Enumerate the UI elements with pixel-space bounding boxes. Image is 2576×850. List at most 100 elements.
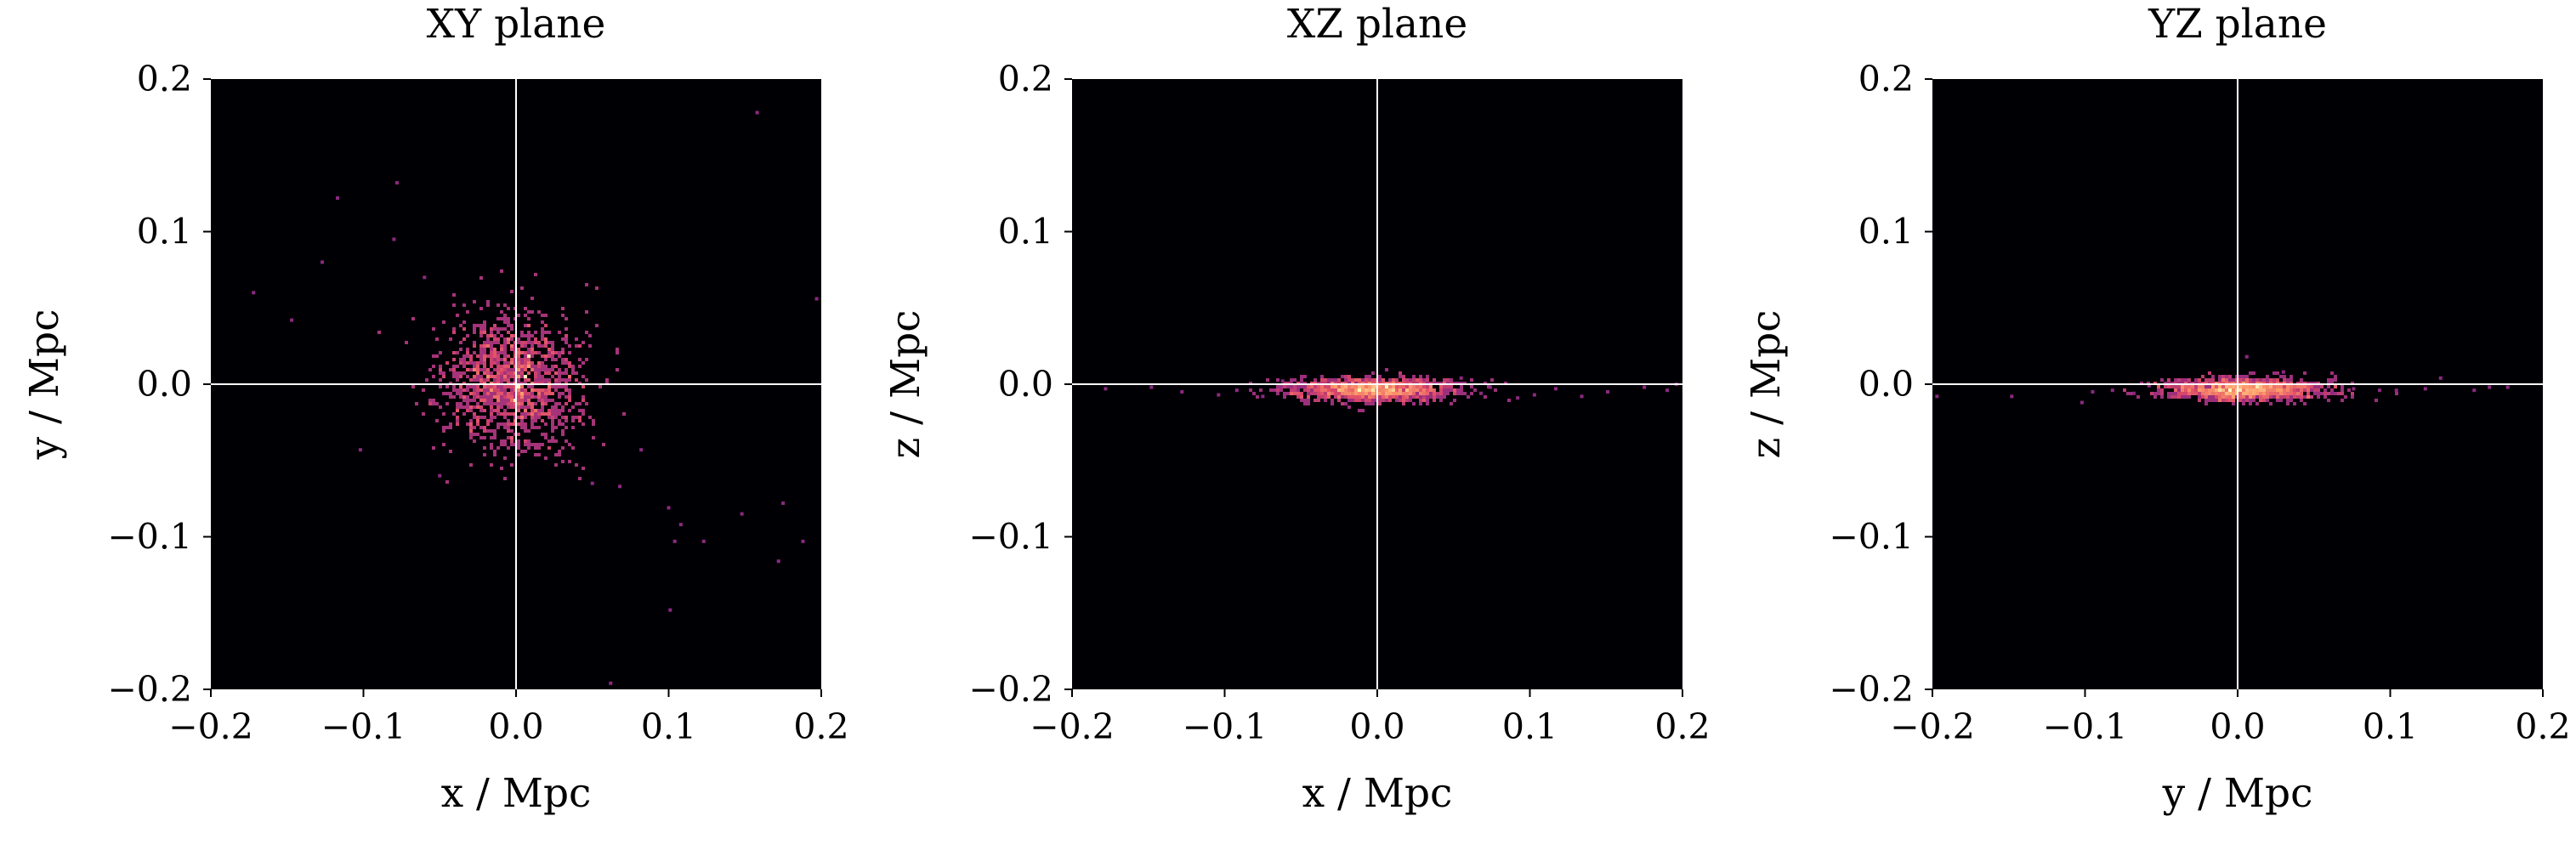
density-bin (554, 388, 558, 392)
density-bin (1334, 392, 1337, 395)
density-bin (473, 416, 476, 419)
density-bin (507, 307, 510, 310)
density-bin (462, 399, 466, 402)
density-bin (537, 446, 541, 450)
density-bin (1344, 375, 1348, 378)
density-bin (2320, 392, 2324, 395)
density-bin (534, 351, 537, 354)
density-bin (510, 324, 513, 327)
density-bin (377, 331, 381, 334)
density-bin (2204, 395, 2208, 399)
density-bin (449, 392, 452, 395)
density-bin (469, 436, 473, 439)
density-bin (496, 358, 500, 361)
density-bin (1422, 395, 1426, 399)
density-bin (2221, 385, 2225, 388)
density-bin (541, 314, 544, 317)
density-bin (1324, 399, 1327, 402)
density-bin (1365, 378, 1368, 382)
density-bin (1334, 378, 1337, 382)
density-bin (1331, 388, 1334, 392)
density-bin (1300, 399, 1303, 402)
outlier-point (1580, 394, 1584, 399)
density-bin (2306, 395, 2310, 399)
density-bin (473, 300, 476, 303)
density-bin (1426, 402, 1429, 405)
density-bin (537, 375, 541, 378)
density-bin (1385, 388, 1388, 392)
outlier-point (1104, 387, 1108, 391)
density-bin (1392, 385, 1395, 388)
density-bin (1402, 375, 1405, 378)
density-bin (490, 402, 493, 405)
density-bin (2303, 395, 2306, 399)
density-bin (520, 361, 524, 365)
density-bin (507, 392, 510, 395)
density-bin (496, 402, 500, 405)
x-tick-label: 0.0 (1349, 706, 1404, 747)
density-bin (1351, 388, 1354, 392)
density-bin (520, 388, 524, 392)
density-bin (476, 422, 479, 426)
density-bin (493, 368, 496, 371)
density-bin (520, 416, 524, 419)
density-bin (483, 453, 486, 456)
density-bin (582, 422, 585, 426)
density-bin (2167, 378, 2170, 382)
density-bin (2225, 378, 2228, 382)
density-bin (561, 314, 565, 317)
density-bin (2198, 388, 2201, 392)
density-bin (445, 392, 449, 395)
density-bin (534, 378, 537, 382)
density-bin (575, 416, 578, 419)
density-bin (479, 375, 483, 378)
density-bin (541, 392, 544, 395)
density-bin (1395, 392, 1399, 395)
density-bin (1460, 392, 1463, 395)
density-bin (541, 327, 544, 331)
density-bin (483, 399, 486, 402)
density-bin (1399, 385, 1402, 388)
density-bin (510, 290, 513, 293)
density-bin (507, 402, 510, 405)
density-bin (1371, 392, 1375, 395)
density-bin (1416, 378, 1419, 382)
density-bin (2300, 385, 2303, 388)
density-bin (476, 402, 479, 405)
density-bin (1324, 378, 1327, 382)
density-bin (2208, 392, 2211, 395)
y-tick-label: 0.2 (998, 59, 1053, 99)
density-bin (507, 419, 510, 422)
density-bin (500, 351, 503, 354)
density-bin (2136, 395, 2140, 399)
density-bin (2221, 399, 2225, 402)
density-bin (1422, 388, 1426, 392)
density-bin (2208, 395, 2211, 399)
density-bin (1388, 388, 1392, 392)
density-bin (537, 399, 541, 402)
density-bin (1399, 375, 1402, 378)
density-bin (483, 378, 486, 382)
density-bin (2249, 399, 2252, 402)
density-bin (1351, 385, 1354, 388)
density-bin (517, 405, 520, 409)
density-bin (1327, 388, 1331, 392)
density-bin (496, 303, 500, 307)
density-bin (493, 361, 496, 365)
density-bin (582, 467, 585, 470)
density-bin (462, 388, 466, 392)
density-bin (2303, 388, 2306, 392)
density-bin (565, 395, 568, 399)
density-bin (2201, 375, 2204, 378)
density-bin (2272, 388, 2276, 392)
density-bin (479, 405, 483, 409)
density-bin (442, 426, 445, 429)
density-bin (524, 395, 527, 399)
density-bin (496, 409, 500, 412)
outlier-point (639, 448, 644, 452)
density-bin (2208, 378, 2211, 382)
density-bin (1378, 385, 1382, 388)
density-bin (496, 368, 500, 371)
density-bin (2327, 378, 2330, 382)
density-bin (1327, 392, 1331, 395)
